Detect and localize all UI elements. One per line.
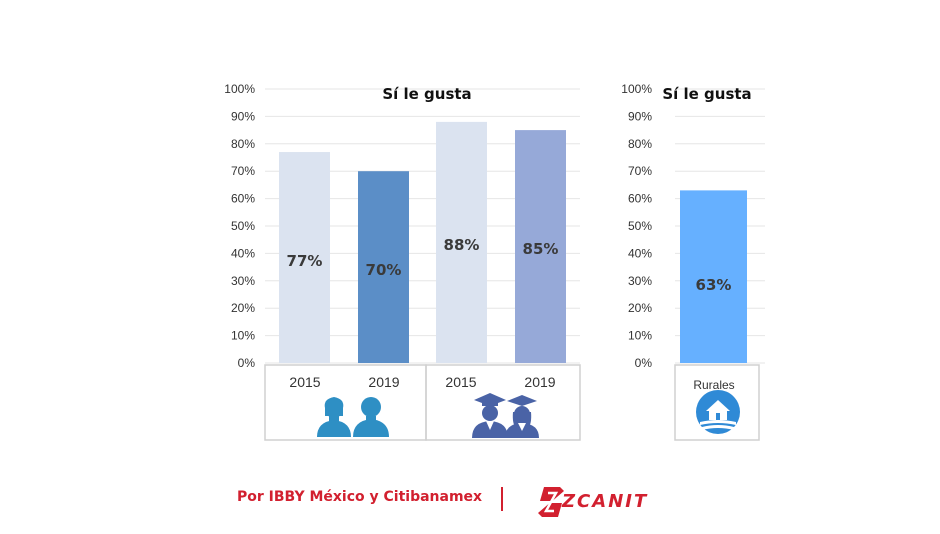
x-tick-label: Rurales xyxy=(693,378,734,392)
zcanit-logo: ZCANIT xyxy=(538,483,658,521)
y-tick-label: 20% xyxy=(628,301,652,315)
y-tick-label: 70% xyxy=(628,164,652,178)
parents-icon xyxy=(317,397,389,437)
data-label: 70% xyxy=(366,261,402,279)
data-label: 88% xyxy=(444,236,480,254)
chart-left: 0% 10% 20% 30% 40% 50% 60% 70% 80% 90% 100% 77% 70%… xyxy=(224,82,581,441)
y-tick-label: 30% xyxy=(231,274,255,288)
bar xyxy=(279,152,330,363)
graduates-icon xyxy=(472,393,539,438)
y-tick-label: 0% xyxy=(635,356,653,370)
y-tick-label: 100% xyxy=(224,82,255,96)
y-tick-label: 90% xyxy=(628,109,652,123)
bar xyxy=(436,121,487,363)
left-x-axis: 2015 2019 2015 2019 xyxy=(289,374,555,390)
chart-right: 0% 10% 20% 30% 40% 50% 60% 70% 80% 90% 100% 63% Sí… xyxy=(621,82,765,441)
y-tick-label: 70% xyxy=(231,164,255,178)
y-tick-label: 80% xyxy=(628,137,652,151)
bar xyxy=(358,171,409,363)
y-tick-label: 50% xyxy=(231,219,255,233)
y-tick-label: 10% xyxy=(628,329,652,343)
right-chart-title: Sí le gusta xyxy=(662,85,751,103)
y-tick-label: 50% xyxy=(628,219,652,233)
rural-house-icon xyxy=(696,390,740,434)
left-bars: 77% 70% 88% 85% xyxy=(279,121,566,363)
zcanit-logo-text: ZCANIT xyxy=(562,491,649,512)
bar xyxy=(680,190,747,363)
y-tick-label: 10% xyxy=(231,329,255,343)
left-chart-title: Sí le gusta xyxy=(382,85,471,103)
x-tick-label: 2015 xyxy=(445,374,476,390)
data-label: 85% xyxy=(523,240,559,258)
x-tick-label: 2019 xyxy=(368,374,399,390)
y-tick-label: 40% xyxy=(628,246,652,260)
left-y-axis: 0% 10% 20% 30% 40% 50% 60% 70% 80% 90% 100% xyxy=(224,82,255,370)
y-tick-label: 60% xyxy=(231,192,255,206)
right-y-axis: 0% 10% 20% 30% 40% 50% 60% 70% 80% 90% 100% xyxy=(621,82,652,370)
right-bars: 63% xyxy=(680,190,747,363)
x-tick-label: 2015 xyxy=(289,374,320,390)
y-tick-label: 20% xyxy=(231,301,255,315)
footer-credit: Por IBBY México y Citibanamex xyxy=(237,489,483,505)
y-tick-label: 0% xyxy=(238,356,256,370)
y-tick-label: 90% xyxy=(231,109,255,123)
left-group-box-2 xyxy=(425,364,581,441)
right-x-axis: Rurales xyxy=(693,378,734,392)
y-tick-label: 60% xyxy=(628,192,652,206)
footer-divider xyxy=(501,487,503,511)
y-tick-label: 100% xyxy=(621,82,652,96)
bar xyxy=(515,130,566,363)
x-tick-label: 2019 xyxy=(524,374,555,390)
zcanit-logo-mark xyxy=(538,487,564,517)
y-tick-label: 40% xyxy=(231,246,255,260)
data-label: 63% xyxy=(696,276,732,294)
y-tick-label: 80% xyxy=(231,137,255,151)
data-label: 77% xyxy=(287,252,323,270)
right-group-box xyxy=(674,364,760,441)
y-tick-label: 30% xyxy=(628,274,652,288)
